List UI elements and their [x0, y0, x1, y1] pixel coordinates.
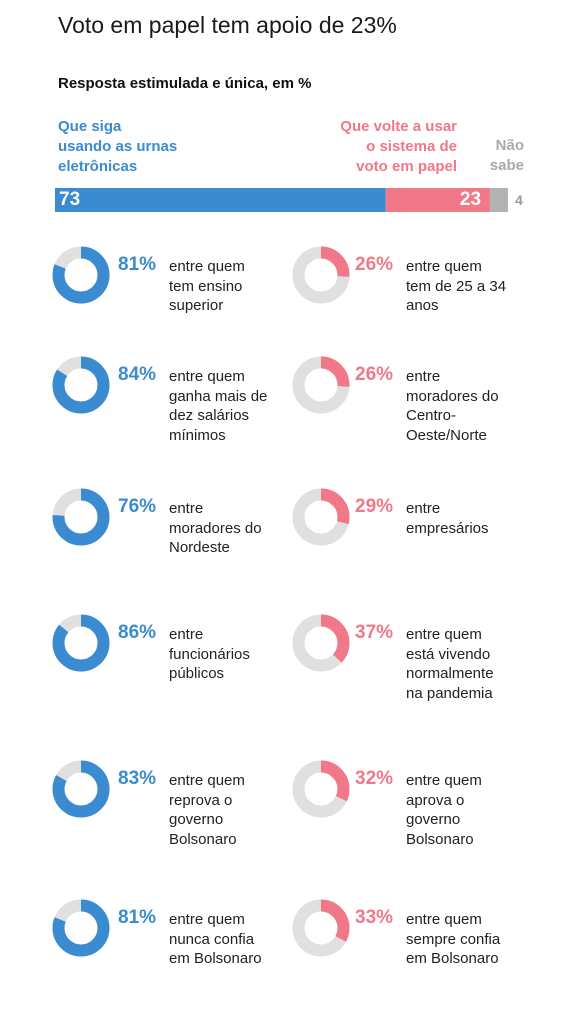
donut-chart	[52, 246, 110, 304]
donut-description: entre quem ganha mais de dez salários mí…	[169, 368, 268, 444]
donut-percent-label: 26%	[355, 364, 394, 385]
donut-chart	[52, 760, 110, 818]
donut-chart	[52, 614, 110, 672]
donut-item-urnas-4: 86% entre funcionários públicos	[52, 614, 292, 694]
donut-percent-label: 86%	[118, 622, 157, 643]
donut-item-urnas-2: 84% entre quem ganha mais de dez salários…	[52, 356, 292, 444]
donut-slice	[292, 246, 350, 304]
donut-percent-label: 76%	[118, 496, 157, 517]
donut-description: entre quem aprova o governo Bolsonaro	[406, 772, 482, 848]
donut-chart	[292, 488, 350, 546]
donut-slice	[52, 899, 110, 957]
bar-segment-papel	[385, 188, 490, 212]
donut-chart	[292, 899, 350, 957]
donut-percent-label: 32%	[355, 768, 394, 789]
legend-urnas: Que siga usando as urnas eletrônicas	[58, 118, 178, 175]
donut-percent-label: 33%	[355, 907, 394, 928]
donut-description: entre moradores do Nordeste	[169, 500, 262, 556]
donut-chart	[292, 356, 350, 414]
donut-percent-label: 26%	[355, 254, 394, 275]
donut-item-papel-5: 32% entre quem aprova o governo Bolsonaro	[292, 760, 532, 848]
donut-chart	[292, 246, 350, 304]
donut-description: entre quem reprova o governo Bolsonaro	[169, 772, 245, 848]
donut-description: entre quem tem de 25 a 34 anos	[406, 258, 507, 314]
legend-papel: Que volte a usar o sistema de voto em pa…	[340, 118, 457, 175]
donut-item-papel-2: 26% entre moradores do Centro- Oeste/Nort…	[292, 356, 532, 444]
donut-percent-label: 81%	[118, 907, 157, 928]
chart-subtitle: Resposta estimulada e única, em %	[58, 75, 312, 92]
donut-slice	[52, 246, 110, 304]
bar-value-nao-sabe: 4	[515, 192, 523, 208]
donut-slice	[52, 614, 110, 672]
donut-slice	[292, 760, 350, 818]
donut-slice	[292, 356, 350, 414]
bar-value-papel: 23	[459, 189, 482, 210]
donut-item-urnas-3: 76% entre moradores do Nordeste	[52, 488, 292, 568]
donut-chart	[52, 356, 110, 414]
donut-description: entre quem nunca confia em Bolsonaro	[169, 911, 262, 967]
donut-slice	[52, 760, 110, 818]
donut-percent-label: 83%	[118, 768, 157, 789]
donut-percent-label: 37%	[355, 622, 394, 643]
donut-item-papel-1: 26% entre quem tem de 25 a 34 anos	[292, 246, 532, 326]
donut-description: entre quem está vivendo normalmente na p…	[406, 626, 494, 702]
chart-title: Voto em papel tem apoio de 23%	[58, 12, 397, 38]
donut-item-urnas-6: 81% entre quem nunca confia em Bolsonaro	[52, 899, 292, 979]
donut-slice	[292, 488, 350, 546]
donut-item-papel-4: 37% entre quem está vivendo normalmente n…	[292, 614, 532, 702]
donut-slice	[292, 614, 350, 672]
legend-nao-sabe: Não sabe	[489, 137, 524, 174]
donut-item-urnas-1: 81% entre quem tem ensino superior	[52, 246, 292, 326]
donut-description: entre moradores do Centro- Oeste/Norte	[406, 368, 499, 444]
donut-item-papel-6: 33% entre quem sempre confia em Bolsonaro	[292, 899, 532, 979]
bar-segment-urnas	[55, 188, 386, 212]
donut-slice	[52, 356, 110, 414]
donut-slice	[292, 899, 350, 957]
donut-percent-label: 29%	[355, 496, 394, 517]
donut-item-urnas-5: 83% entre quem reprova o governo Bolsonar…	[52, 760, 292, 848]
bar-segment-nao-sabe	[489, 188, 508, 212]
bar-value-urnas: 73	[59, 189, 81, 210]
donut-description: entre quem tem ensino superior	[169, 258, 245, 314]
donut-chart	[292, 614, 350, 672]
stacked-bar: 73 23 4	[55, 188, 525, 217]
donut-percent-label: 84%	[118, 364, 157, 385]
donut-description: entre quem sempre confia em Bolsonaro	[406, 911, 501, 967]
donut-chart	[52, 488, 110, 546]
stacked-bar-svg	[55, 188, 508, 212]
donut-chart	[292, 760, 350, 818]
donut-chart	[52, 899, 110, 957]
donut-description: entre empresários	[406, 500, 489, 537]
donut-item-papel-3: 29% entre empresários	[292, 488, 532, 568]
donut-slice	[52, 488, 110, 546]
donut-percent-label: 81%	[118, 254, 157, 275]
donut-description: entre funcionários públicos	[169, 626, 250, 682]
